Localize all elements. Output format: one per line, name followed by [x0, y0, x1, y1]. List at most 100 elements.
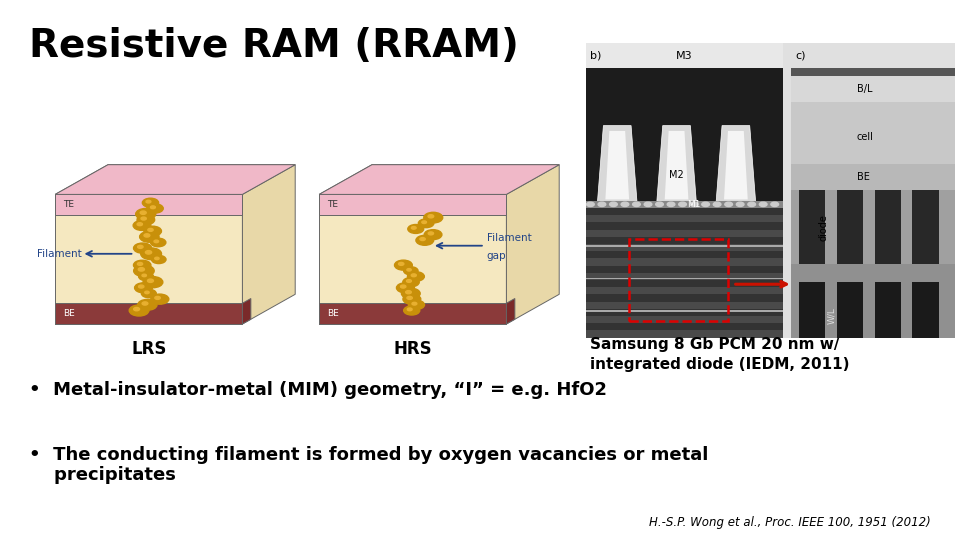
Circle shape	[137, 262, 143, 265]
Text: TE: TE	[326, 200, 338, 210]
Text: b): b)	[590, 51, 602, 60]
Text: •  Metal-insulator-metal (MIM) geometry, “I” = e.g. HfO2: • Metal-insulator-metal (MIM) geometry, …	[29, 381, 607, 399]
Circle shape	[133, 260, 151, 270]
Circle shape	[428, 232, 434, 235]
Circle shape	[137, 299, 157, 310]
Circle shape	[151, 206, 156, 208]
Polygon shape	[55, 194, 242, 215]
Circle shape	[421, 221, 426, 224]
Circle shape	[408, 225, 423, 233]
Polygon shape	[319, 194, 507, 324]
Text: Filament: Filament	[36, 249, 82, 259]
Text: Resistive RAM (RRAM): Resistive RAM (RRAM)	[29, 27, 518, 65]
Bar	[586, 43, 783, 68]
Text: BE: BE	[63, 309, 75, 318]
Text: TE: TE	[63, 200, 74, 210]
Text: Filament: Filament	[487, 233, 532, 243]
Circle shape	[403, 306, 420, 315]
Circle shape	[411, 274, 417, 276]
Circle shape	[142, 198, 158, 207]
Circle shape	[133, 307, 139, 311]
Bar	[586, 309, 783, 316]
Circle shape	[759, 202, 767, 206]
Circle shape	[408, 300, 424, 309]
Bar	[791, 43, 955, 338]
Circle shape	[137, 215, 155, 225]
Circle shape	[137, 245, 143, 248]
Text: M3: M3	[676, 51, 693, 60]
Bar	[791, 68, 955, 80]
Bar	[837, 282, 863, 338]
Circle shape	[428, 215, 434, 218]
Text: W/L: W/L	[828, 307, 836, 324]
Bar	[875, 282, 900, 338]
Circle shape	[133, 243, 152, 253]
Circle shape	[610, 202, 617, 206]
Circle shape	[406, 280, 412, 282]
Circle shape	[142, 302, 148, 305]
Circle shape	[137, 222, 142, 226]
Bar	[586, 245, 783, 247]
Text: c): c)	[796, 51, 806, 60]
Circle shape	[144, 226, 161, 236]
Circle shape	[144, 234, 150, 237]
Bar	[875, 191, 900, 264]
Polygon shape	[319, 303, 507, 324]
Circle shape	[407, 308, 412, 310]
Text: B/L: B/L	[856, 84, 872, 94]
Circle shape	[145, 251, 152, 254]
Circle shape	[138, 272, 154, 281]
Text: H.-S.P. Wong et al., Proc. IEEE 100, 1951 (2012): H.-S.P. Wong et al., Proc. IEEE 100, 195…	[650, 516, 931, 529]
Circle shape	[138, 268, 144, 271]
Bar	[586, 266, 783, 273]
Circle shape	[400, 285, 406, 288]
Bar	[586, 287, 783, 294]
Circle shape	[407, 296, 412, 299]
Polygon shape	[319, 194, 507, 215]
Circle shape	[135, 208, 156, 220]
Circle shape	[152, 255, 166, 264]
Circle shape	[412, 226, 416, 229]
Circle shape	[667, 202, 675, 206]
Polygon shape	[55, 165, 296, 194]
Bar	[586, 294, 783, 301]
Circle shape	[407, 272, 424, 281]
Circle shape	[147, 204, 163, 213]
Bar	[799, 282, 826, 338]
Circle shape	[633, 202, 640, 206]
Text: HRS: HRS	[394, 340, 432, 358]
Circle shape	[403, 267, 418, 275]
Circle shape	[142, 274, 147, 276]
Circle shape	[148, 279, 154, 282]
Bar	[586, 244, 783, 251]
Circle shape	[143, 276, 163, 288]
Circle shape	[412, 302, 417, 305]
Circle shape	[395, 260, 412, 270]
Circle shape	[145, 291, 149, 294]
Bar	[586, 301, 783, 309]
Circle shape	[141, 289, 156, 298]
Circle shape	[141, 248, 161, 260]
Circle shape	[748, 202, 756, 206]
Circle shape	[644, 202, 652, 206]
Bar	[586, 258, 783, 266]
Text: BE: BE	[856, 172, 870, 182]
Text: Samsung 8 Gb PCM 20 nm w/
integrated diode (IEDM, 2011): Samsung 8 Gb PCM 20 nm w/ integrated dio…	[590, 338, 850, 372]
Circle shape	[151, 294, 169, 304]
Circle shape	[134, 283, 153, 293]
Text: diode: diode	[819, 214, 828, 241]
Text: BE: BE	[326, 309, 339, 318]
Polygon shape	[242, 165, 296, 324]
Circle shape	[713, 202, 721, 206]
Polygon shape	[507, 299, 515, 324]
Bar	[586, 278, 783, 279]
Circle shape	[403, 278, 420, 287]
Circle shape	[406, 291, 411, 294]
Bar	[799, 191, 826, 264]
Bar	[586, 310, 783, 312]
Circle shape	[133, 220, 151, 231]
Bar	[586, 251, 783, 258]
Polygon shape	[319, 165, 559, 194]
Circle shape	[151, 238, 166, 247]
Polygon shape	[724, 131, 748, 199]
